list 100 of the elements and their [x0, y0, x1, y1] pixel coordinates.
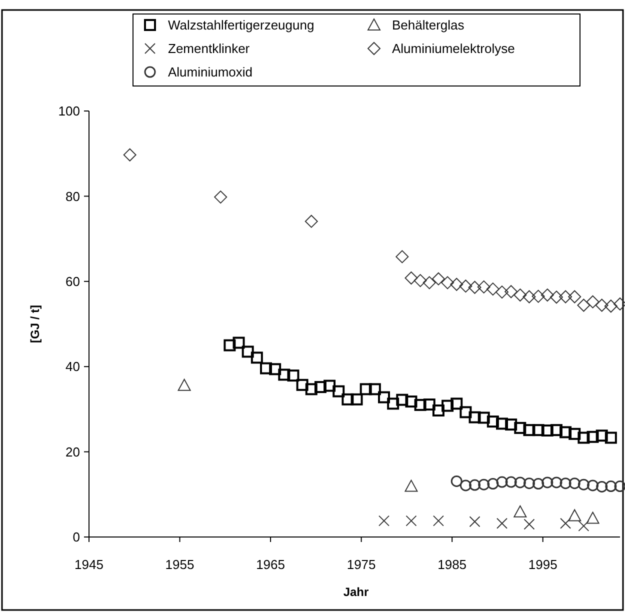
- point: [405, 396, 418, 408]
- point: [568, 428, 581, 440]
- point: [396, 250, 409, 264]
- point: [422, 276, 436, 290]
- point: [404, 271, 418, 284]
- point: [532, 424, 544, 436]
- point: [460, 480, 472, 492]
- point: [486, 282, 500, 296]
- point: [504, 285, 518, 298]
- point: [342, 393, 354, 406]
- point: [360, 383, 372, 396]
- point: [477, 280, 490, 294]
- point: [468, 411, 481, 424]
- legend-label: Walzstahlfertigerzeugung: [168, 18, 314, 33]
- point: [523, 424, 536, 436]
- point: [178, 378, 191, 391]
- point: [586, 430, 599, 443]
- point: [496, 418, 508, 430]
- point: [532, 478, 544, 490]
- point: [514, 476, 526, 488]
- point: [586, 295, 600, 308]
- point: [260, 362, 272, 374]
- point: [287, 370, 300, 382]
- point: [414, 398, 426, 411]
- point: [568, 478, 580, 490]
- point: [441, 276, 454, 290]
- point: [586, 512, 600, 524]
- point: [560, 426, 572, 438]
- point: [604, 432, 617, 444]
- point: [578, 520, 590, 532]
- point: [523, 478, 535, 490]
- point: [559, 290, 572, 304]
- point: [560, 478, 572, 490]
- point: [423, 398, 436, 411]
- point: [368, 383, 381, 396]
- y-tick-label: 60: [66, 274, 80, 289]
- point: [450, 475, 462, 487]
- x-tick-label: 1975: [346, 557, 376, 572]
- point: [578, 432, 590, 444]
- point: [487, 478, 499, 490]
- point: [404, 480, 418, 492]
- point: [314, 381, 326, 394]
- y-tick-label: 80: [66, 188, 80, 204]
- point: [459, 280, 472, 293]
- point: [442, 400, 454, 412]
- point: [550, 424, 562, 436]
- point: [469, 479, 481, 491]
- y-tick-label: 0: [72, 530, 80, 545]
- point: [478, 478, 490, 490]
- point: [296, 378, 308, 391]
- point: [550, 476, 562, 488]
- point: [540, 288, 554, 302]
- point: [496, 286, 508, 299]
- y-tick-label: 20: [66, 444, 80, 460]
- point: [514, 288, 527, 302]
- point: [450, 278, 464, 291]
- point: [406, 515, 417, 526]
- point: [505, 418, 518, 431]
- point: [432, 404, 444, 416]
- point: [432, 515, 444, 526]
- point: [378, 391, 390, 404]
- point: [560, 518, 572, 529]
- point: [496, 476, 508, 488]
- point: [605, 480, 617, 492]
- point: [578, 478, 590, 490]
- point: [324, 380, 336, 392]
- point: [396, 394, 408, 406]
- x-tick-label: 1945: [74, 557, 104, 572]
- x-tick-label: 1955: [165, 557, 194, 572]
- point: [577, 298, 590, 312]
- point: [614, 480, 625, 492]
- point: [514, 422, 526, 434]
- point: [468, 280, 482, 294]
- point: [332, 385, 345, 398]
- point: [542, 476, 554, 488]
- point: [587, 480, 599, 492]
- point: [568, 290, 582, 304]
- point: [595, 298, 608, 312]
- x-tick-label: 1985: [438, 557, 467, 572]
- point: [505, 476, 517, 488]
- point: [596, 480, 608, 492]
- point: [350, 393, 363, 406]
- point: [304, 214, 318, 228]
- point: [496, 518, 508, 529]
- x-axis-title: Jahr: [343, 585, 369, 599]
- point: [550, 290, 563, 304]
- point: [214, 190, 228, 204]
- point: [242, 346, 254, 358]
- point: [541, 424, 554, 436]
- point: [450, 398, 463, 410]
- point: [224, 339, 236, 352]
- point: [522, 290, 536, 304]
- point: [123, 148, 136, 162]
- point: [524, 518, 535, 530]
- point: [469, 516, 480, 528]
- x-tick-label: 1995: [528, 557, 558, 572]
- point: [486, 416, 499, 428]
- y-axis-title: [GJ / t]: [28, 305, 42, 343]
- point: [568, 509, 582, 522]
- point: [414, 274, 427, 288]
